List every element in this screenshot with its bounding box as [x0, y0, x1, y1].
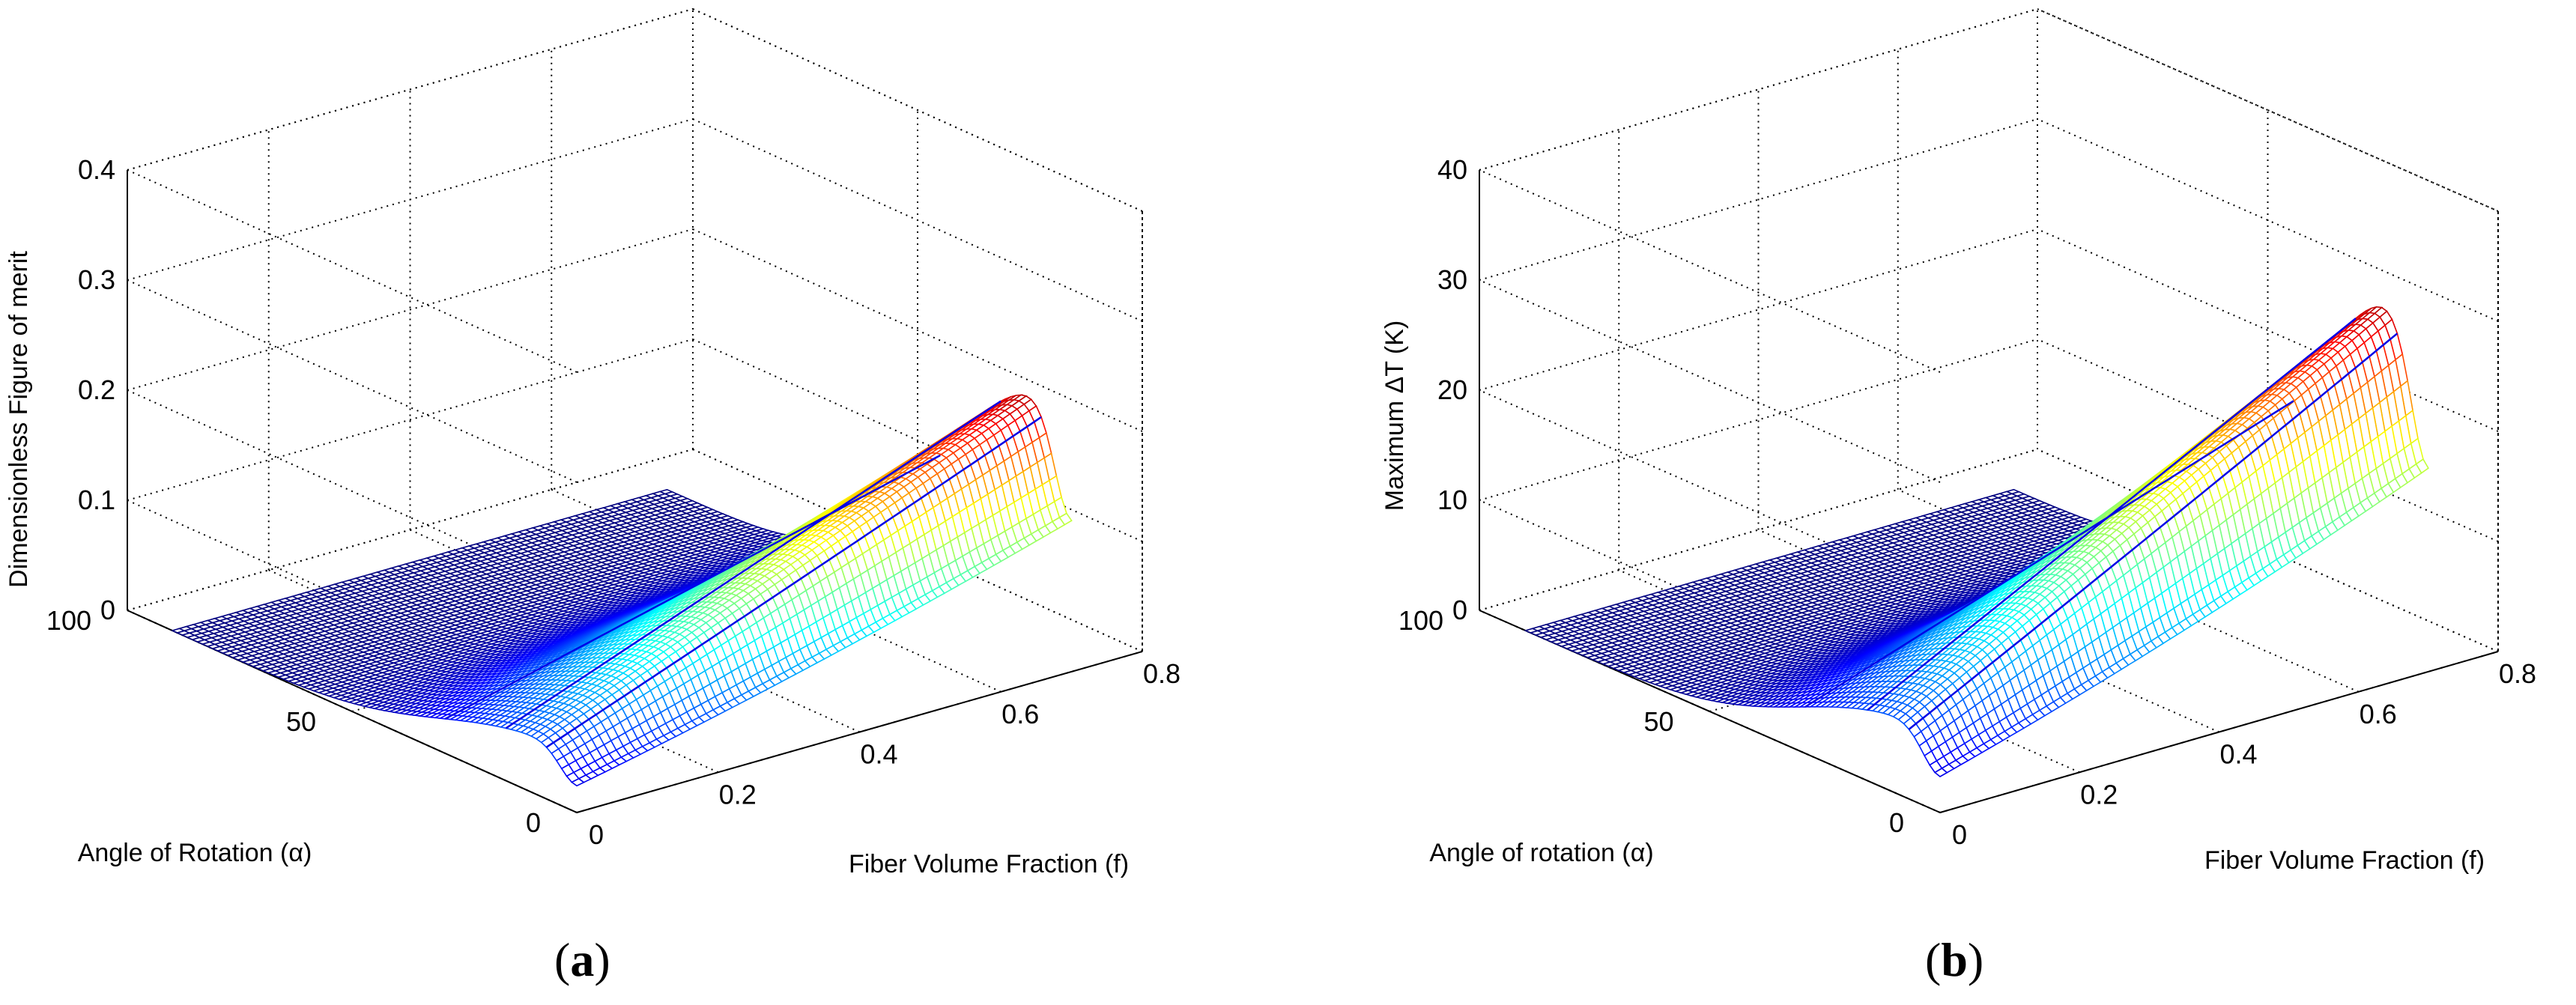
surface	[170, 394, 1073, 787]
chart-panel-a: 0 0.1 0.2 0.3 0.4 0 0.2 0.4 0.6 0.8 0 50 100 Dimensio…	[4, 8, 1181, 986]
gridline-z-side	[692, 228, 1143, 432]
gridline-z-left	[127, 389, 578, 593]
gridline-z-left	[127, 279, 578, 483]
gridline-y-floor	[127, 449, 694, 611]
gridline-z-back	[127, 338, 694, 501]
gridline-z-side	[692, 338, 1143, 542]
box-edge	[127, 8, 694, 171]
x-axis-line	[576, 651, 1143, 813]
gridline-z-back	[127, 228, 694, 391]
surface-plot-a: 00.10.20.30.400.20.40.60.8050100Dimensio…	[4, 8, 1181, 878]
gridline-z-left	[127, 169, 578, 373]
box-edge	[692, 8, 1143, 212]
